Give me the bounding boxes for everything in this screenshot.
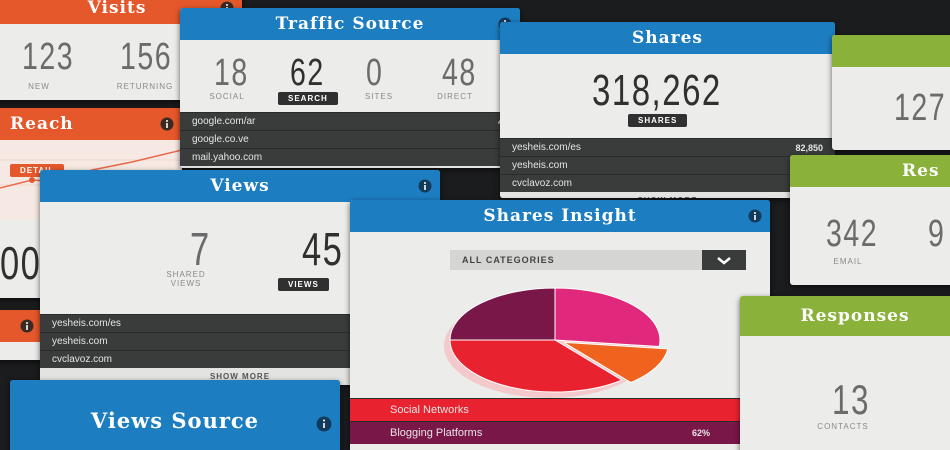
row-label: cvclavoz.com <box>52 354 113 365</box>
right-mid-card: Res 342 EMAIL 9 <box>790 155 950 285</box>
reach-card: Reach DETAIL 00 <box>0 108 182 298</box>
stat-number: 62 <box>290 52 325 94</box>
pie-slice <box>563 341 669 384</box>
stat-label: CONTACTS <box>817 422 869 431</box>
card-header: Views <box>40 170 440 202</box>
stat-number: 318,262 <box>592 66 722 115</box>
row-label: yesheis.com <box>52 336 108 347</box>
legend-row: Blogging Platforms 62% <box>350 421 770 444</box>
dropdown-label: ALL CATEGORIES <box>462 255 555 265</box>
stat-label: VIEWS <box>278 278 329 291</box>
shares-card: Shares 318,262 SHARES yesheis.com/es 82,8… <box>500 22 835 198</box>
info-icon[interactable] <box>20 319 34 333</box>
row-label: yesheis.com/es <box>512 142 581 153</box>
list-row: google.co.ve9 <box>180 130 520 148</box>
partial-card <box>0 310 44 360</box>
stat-number: 156 <box>120 36 173 78</box>
traffic-list: google.com/ar47google.co.ve9mail.yahoo.c… <box>180 112 520 168</box>
card-title: Res <box>902 161 940 181</box>
card-title: Traffic Source <box>275 14 425 34</box>
list-row: cvclavoz.com56,646 <box>500 174 835 192</box>
card-header: Views Source <box>10 380 340 450</box>
stat-number: 00 <box>0 237 42 289</box>
list-row: yesheis.com72,504 <box>500 156 835 174</box>
stat-label: SITES <box>364 92 394 101</box>
card-title: Reach <box>10 114 74 134</box>
category-dropdown[interactable]: ALL CATEGORIES <box>450 250 746 270</box>
stat-number: 342 <box>826 213 879 255</box>
stat-number: 7 <box>190 223 211 275</box>
stat-label: NEW <box>28 82 50 91</box>
stat-number: 127 <box>894 87 947 129</box>
stat-label: SHARES <box>628 114 688 127</box>
legend-value: 62% <box>691 428 710 438</box>
card-title: Responses <box>800 306 910 326</box>
card-header: Shares <box>500 22 835 54</box>
stat-label: DIRECT <box>437 92 473 101</box>
legend-row: Social Networks <box>350 398 770 421</box>
stat-label: SEARCH <box>278 92 338 105</box>
card-header <box>832 35 950 67</box>
stat-number: 45 <box>302 223 344 275</box>
row-label: yesheis.com <box>512 160 568 171</box>
stat-label: RETURNING <box>116 82 174 91</box>
info-icon[interactable] <box>160 117 174 131</box>
card-header: Reach <box>0 108 182 140</box>
card-title: Visits <box>87 0 147 18</box>
legend-label: Social Networks <box>390 404 469 416</box>
row-label: cvclavoz.com <box>512 178 573 189</box>
views-source-card: Views Source <box>10 380 340 450</box>
show-more-button[interactable]: SHOW MORE <box>180 166 520 168</box>
card-header <box>0 310 44 342</box>
info-icon[interactable] <box>748 209 762 223</box>
pie-chart <box>444 287 669 398</box>
shares-list: yesheis.com/es82,850yesheis.com72,504cvc… <box>500 138 835 198</box>
list-row: mail.yahoo.com6 <box>180 148 520 166</box>
stat-label: SHARED VIEWS <box>166 270 206 288</box>
card-header: Shares Insight <box>350 200 770 232</box>
responses-card: Responses 13 CONTACTS <box>740 296 950 450</box>
row-label: google.com/ar <box>192 116 256 127</box>
list-row: yesheis.com/es 82,850 <box>500 138 835 156</box>
stat-label: EMAIL <box>833 257 863 266</box>
stat-number: 123 <box>22 36 75 78</box>
row-value: 82,850 <box>795 142 823 153</box>
stat-number: 18 <box>214 52 249 94</box>
card-header: Res <box>790 155 950 187</box>
card-title: Views Source <box>90 407 260 433</box>
pie-slice <box>449 287 556 341</box>
card-header: Traffic Source <box>180 8 520 40</box>
legend-label: Blogging Platforms <box>390 427 483 439</box>
card-title: Views <box>210 176 270 196</box>
right-top-card: 127 <box>832 35 950 150</box>
row-label: mail.yahoo.com <box>192 152 263 163</box>
row-label: yesheis.com/es <box>52 318 121 329</box>
pie-slice <box>449 339 624 393</box>
card-title: Shares Insight <box>483 206 637 226</box>
stat-number: 13 <box>832 376 871 423</box>
stat-number: 9 <box>928 213 946 255</box>
show-more-button[interactable]: SHOW MORE <box>500 192 835 198</box>
shares-insight-card: Shares Insight ALL CATEGORIES Social Net… <box>350 200 770 450</box>
list-row: google.com/ar47 <box>180 112 520 130</box>
traffic-source-card: Traffic Source 18 SOCIAL 62 SEARCH 0 SITES 48 D… <box>180 8 520 168</box>
info-icon[interactable] <box>316 416 332 432</box>
stat-label: SOCIAL <box>209 92 245 101</box>
row-label: google.co.ve <box>192 134 249 145</box>
info-icon[interactable] <box>418 179 432 193</box>
pie-slice <box>554 287 661 348</box>
dropdown-toggle[interactable] <box>702 250 746 270</box>
stat-number: 0 <box>366 52 384 94</box>
stat-number: 48 <box>442 52 477 94</box>
card-title: Shares <box>632 28 703 48</box>
card-header: Responses <box>740 296 950 336</box>
